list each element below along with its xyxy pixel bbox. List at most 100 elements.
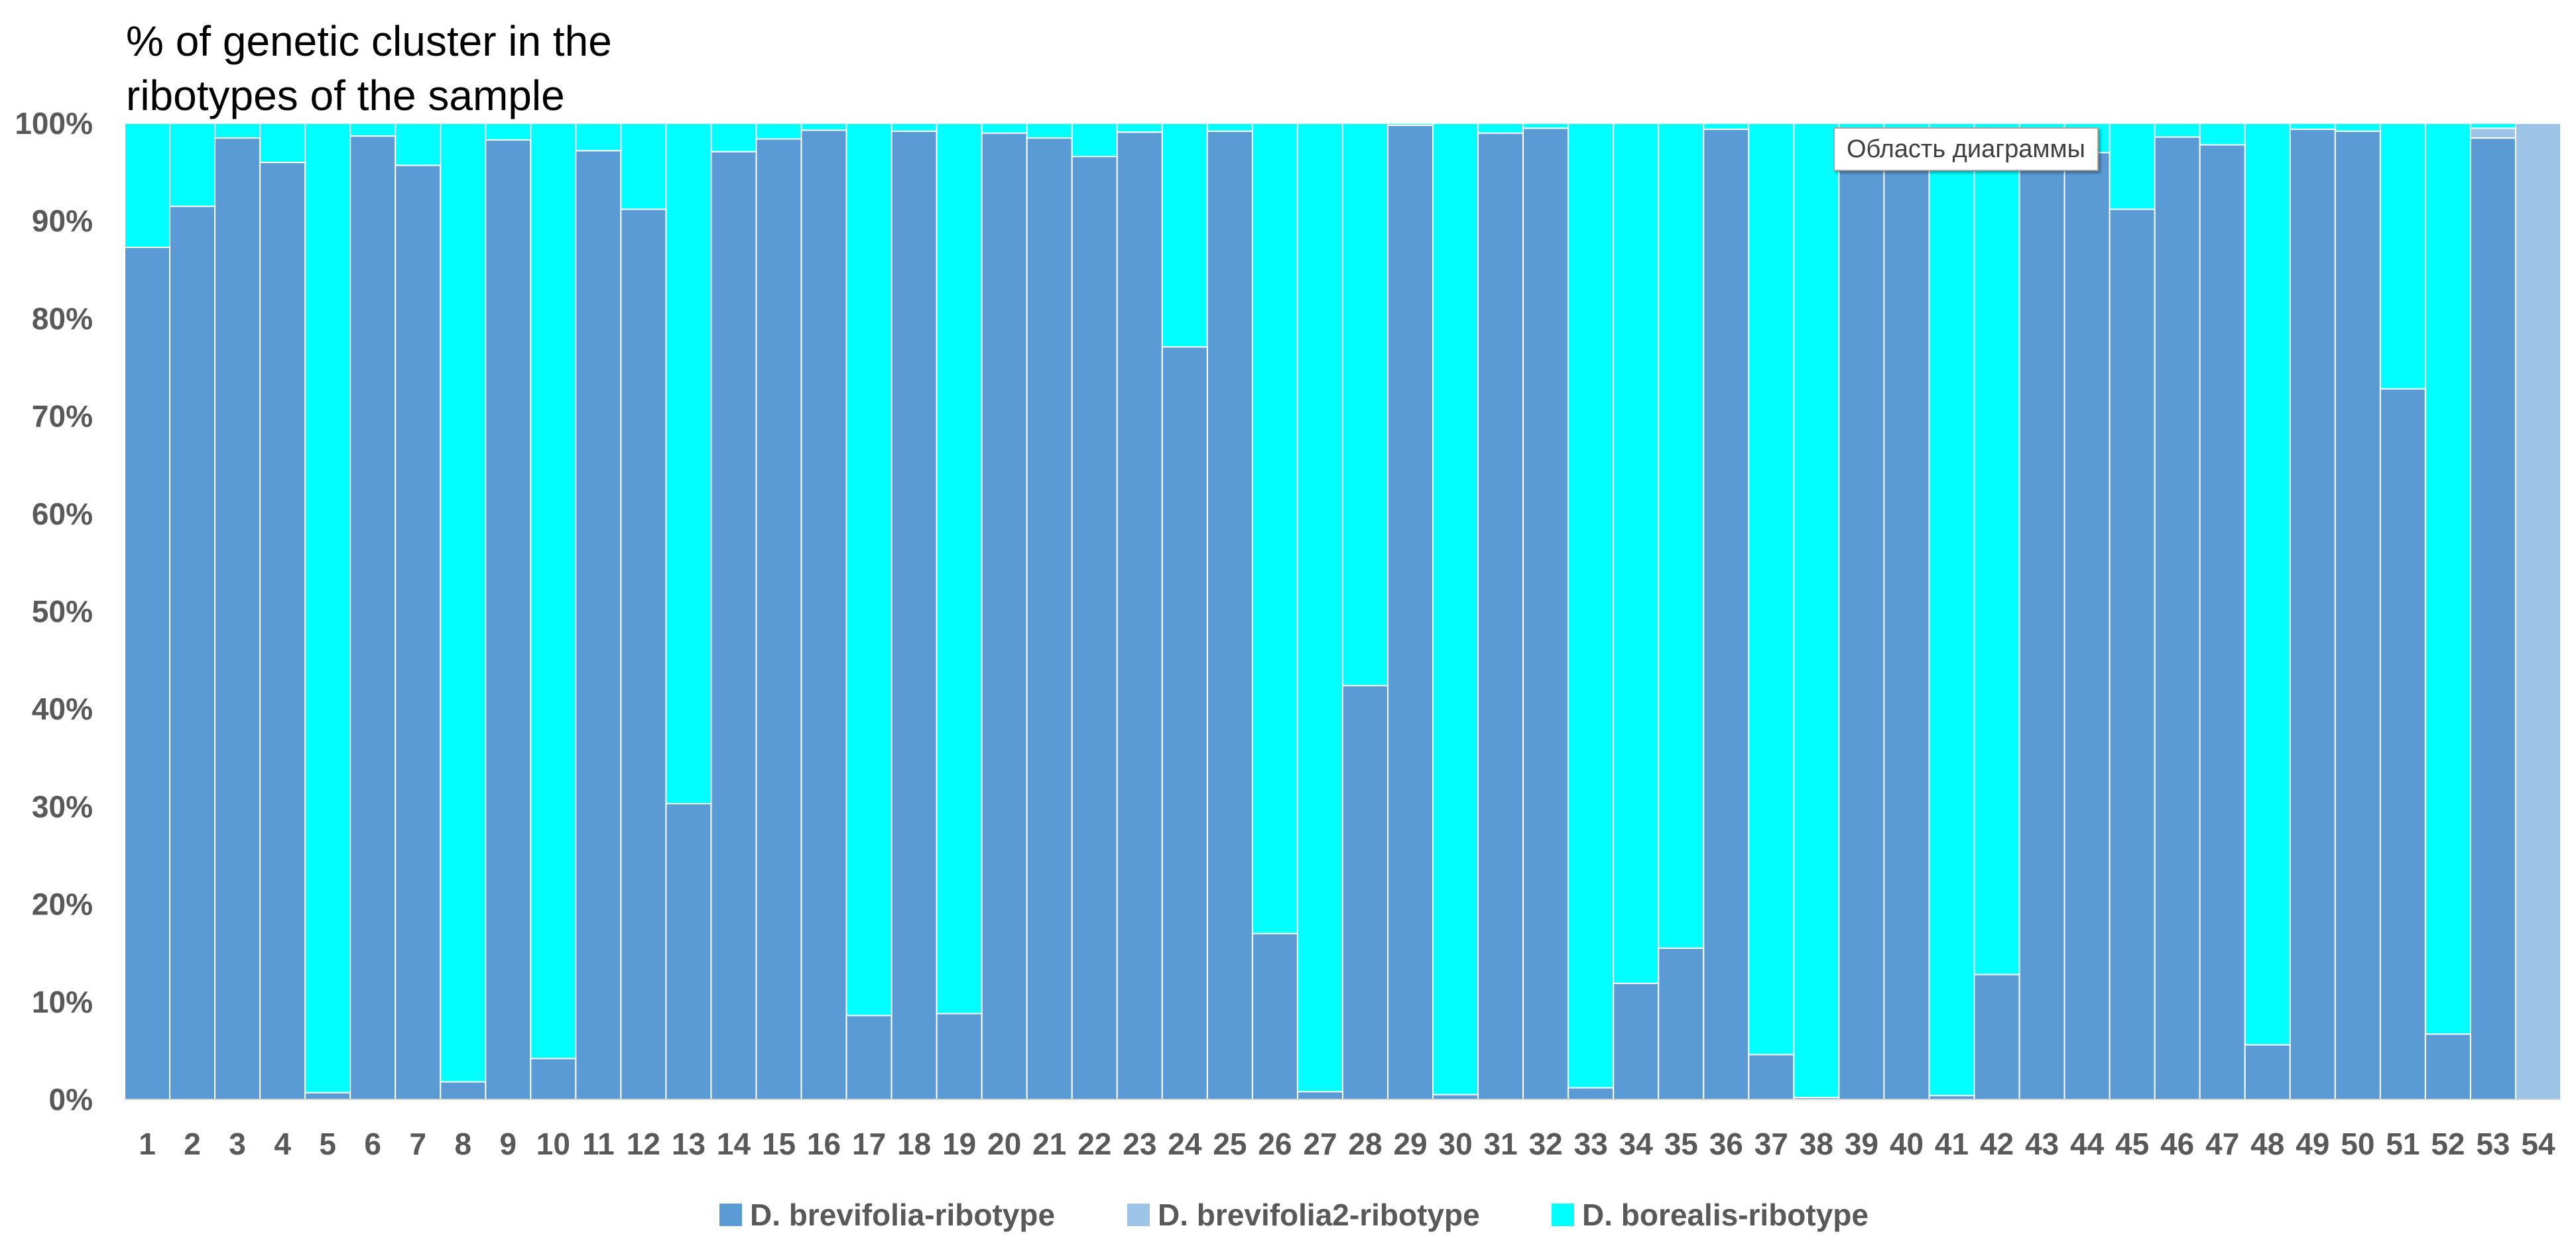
bar-6-series-3[interactable] [349, 123, 397, 137]
bar-14-series-1[interactable] [710, 151, 757, 1101]
bar-9-series-3[interactable] [485, 123, 532, 141]
bar-30-series-1[interactable] [1432, 1093, 1479, 1101]
bar-43-series-1[interactable] [2018, 152, 2065, 1100]
bar-25-series-1[interactable] [1206, 130, 1253, 1100]
bar-18-series-3[interactable] [890, 123, 938, 132]
bar-50-series-1[interactable] [2334, 130, 2381, 1100]
bar-32-series-1[interactable] [1522, 127, 1569, 1101]
bar-37-series-1[interactable] [1748, 1054, 1795, 1101]
bar-21-series-1[interactable] [1026, 137, 1073, 1101]
bar-44-series-1[interactable] [2063, 152, 2111, 1100]
bar-5-series-3[interactable] [304, 123, 351, 1093]
bar-25-series-3[interactable] [1206, 123, 1253, 132]
bar-7-series-3[interactable] [395, 123, 442, 166]
bar-52-series-1[interactable] [2424, 1033, 2471, 1101]
bar-36-series-3[interactable] [1703, 123, 1750, 130]
bar-53-series-1[interactable] [2469, 137, 2516, 1101]
bar-19-series-3[interactable] [936, 123, 983, 1015]
bar-31-series-3[interactable] [1477, 123, 1524, 134]
bar-52-series-3[interactable] [2424, 123, 2471, 1035]
bar-12-series-3[interactable] [620, 123, 667, 210]
bar-42-series-1[interactable] [1973, 973, 2020, 1100]
bar-5-series-1[interactable] [304, 1092, 351, 1100]
bar-21-series-3[interactable] [1026, 123, 1073, 139]
bar-26-series-3[interactable] [1251, 123, 1298, 934]
bar-9-series-1[interactable] [485, 139, 532, 1100]
bar-31-series-1[interactable] [1477, 132, 1524, 1101]
bar-4-series-1[interactable] [259, 161, 306, 1100]
bar-33-series-1[interactable] [1567, 1087, 1615, 1100]
bar-2-series-3[interactable] [169, 123, 216, 208]
bar-17-series-3[interactable] [845, 123, 892, 1017]
bar-22-series-1[interactable] [1071, 156, 1118, 1100]
bar-35-series-3[interactable] [1658, 123, 1705, 949]
bar-47-series-1[interactable] [2199, 144, 2246, 1100]
bar-24-series-1[interactable] [1161, 346, 1208, 1101]
bar-45-series-3[interactable] [2109, 123, 2156, 210]
bar-34-series-3[interactable] [1613, 123, 1660, 984]
bar-13-series-3[interactable] [665, 123, 712, 804]
bar-14-series-3[interactable] [710, 123, 757, 153]
bar-47-series-3[interactable] [2199, 123, 2246, 146]
bar-30-series-3[interactable] [1432, 123, 1479, 1095]
bar-48-series-1[interactable] [2244, 1044, 2291, 1100]
bar-50-series-3[interactable] [2334, 123, 2381, 132]
bar-8-series-1[interactable] [440, 1081, 487, 1100]
bar-16-series-1[interactable] [800, 129, 847, 1100]
bar-2-series-1[interactable] [169, 206, 216, 1100]
bar-20-series-3[interactable] [981, 123, 1028, 134]
bar-54-series-2[interactable] [2514, 123, 2561, 1100]
bar-6-series-1[interactable] [349, 135, 397, 1100]
bar-38-series-3[interactable] [1793, 123, 1840, 1099]
bar-26-series-1[interactable] [1251, 932, 1298, 1101]
bar-46-series-1[interactable] [2154, 136, 2201, 1101]
bar-7-series-1[interactable] [395, 164, 442, 1100]
bar-28-series-3[interactable] [1342, 123, 1389, 686]
bar-15-series-1[interactable] [755, 138, 802, 1100]
bar-27-series-1[interactable] [1296, 1091, 1343, 1100]
bar-29-series-3[interactable] [1387, 123, 1434, 126]
bar-42-series-3[interactable] [1973, 123, 2020, 975]
bar-11-series-3[interactable] [575, 123, 622, 152]
bar-27-series-3[interactable] [1296, 123, 1343, 1093]
bar-49-series-3[interactable] [2289, 123, 2336, 130]
bar-53-series-3[interactable] [2469, 123, 2516, 129]
bar-34-series-1[interactable] [1613, 982, 1660, 1100]
bar-22-series-3[interactable] [1071, 123, 1118, 158]
bar-10-series-1[interactable] [530, 1058, 577, 1101]
bar-29-series-1[interactable] [1387, 124, 1434, 1101]
bar-10-series-3[interactable] [530, 123, 577, 1060]
bar-24-series-3[interactable] [1161, 123, 1208, 348]
bar-13-series-1[interactable] [665, 802, 712, 1100]
bar-37-series-3[interactable] [1748, 123, 1795, 1056]
bar-23-series-3[interactable] [1116, 123, 1163, 133]
bar-3-series-3[interactable] [214, 123, 261, 139]
bar-4-series-3[interactable] [259, 123, 306, 163]
bar-32-series-3[interactable] [1522, 123, 1569, 129]
bar-36-series-1[interactable] [1703, 128, 1750, 1101]
bar-1-series-3[interactable] [124, 123, 171, 248]
bar-40-series-1[interactable] [1883, 161, 1930, 1100]
bar-51-series-1[interactable] [2379, 388, 2426, 1100]
bar-12-series-1[interactable] [620, 208, 667, 1100]
bar-17-series-1[interactable] [845, 1015, 892, 1101]
bar-35-series-1[interactable] [1658, 947, 1705, 1100]
bar-3-series-1[interactable] [214, 137, 261, 1101]
bar-48-series-3[interactable] [2244, 123, 2291, 1046]
bar-23-series-1[interactable] [1116, 131, 1163, 1100]
bar-41-series-3[interactable] [1928, 123, 1975, 1097]
bar-53-series-2[interactable] [2469, 127, 2516, 139]
bar-8-series-3[interactable] [440, 123, 487, 1083]
bar-45-series-1[interactable] [2109, 208, 2156, 1100]
bar-20-series-1[interactable] [981, 132, 1028, 1101]
bar-16-series-3[interactable] [800, 123, 847, 131]
bar-11-series-1[interactable] [575, 150, 622, 1101]
bar-15-series-3[interactable] [755, 123, 802, 140]
bar-39-series-1[interactable] [1838, 152, 1885, 1100]
bar-33-series-3[interactable] [1567, 123, 1615, 1089]
bar-19-series-1[interactable] [936, 1013, 983, 1100]
bar-49-series-1[interactable] [2289, 128, 2336, 1101]
bar-18-series-1[interactable] [890, 130, 938, 1100]
bar-51-series-3[interactable] [2379, 123, 2426, 390]
bar-1-series-1[interactable] [124, 246, 171, 1101]
